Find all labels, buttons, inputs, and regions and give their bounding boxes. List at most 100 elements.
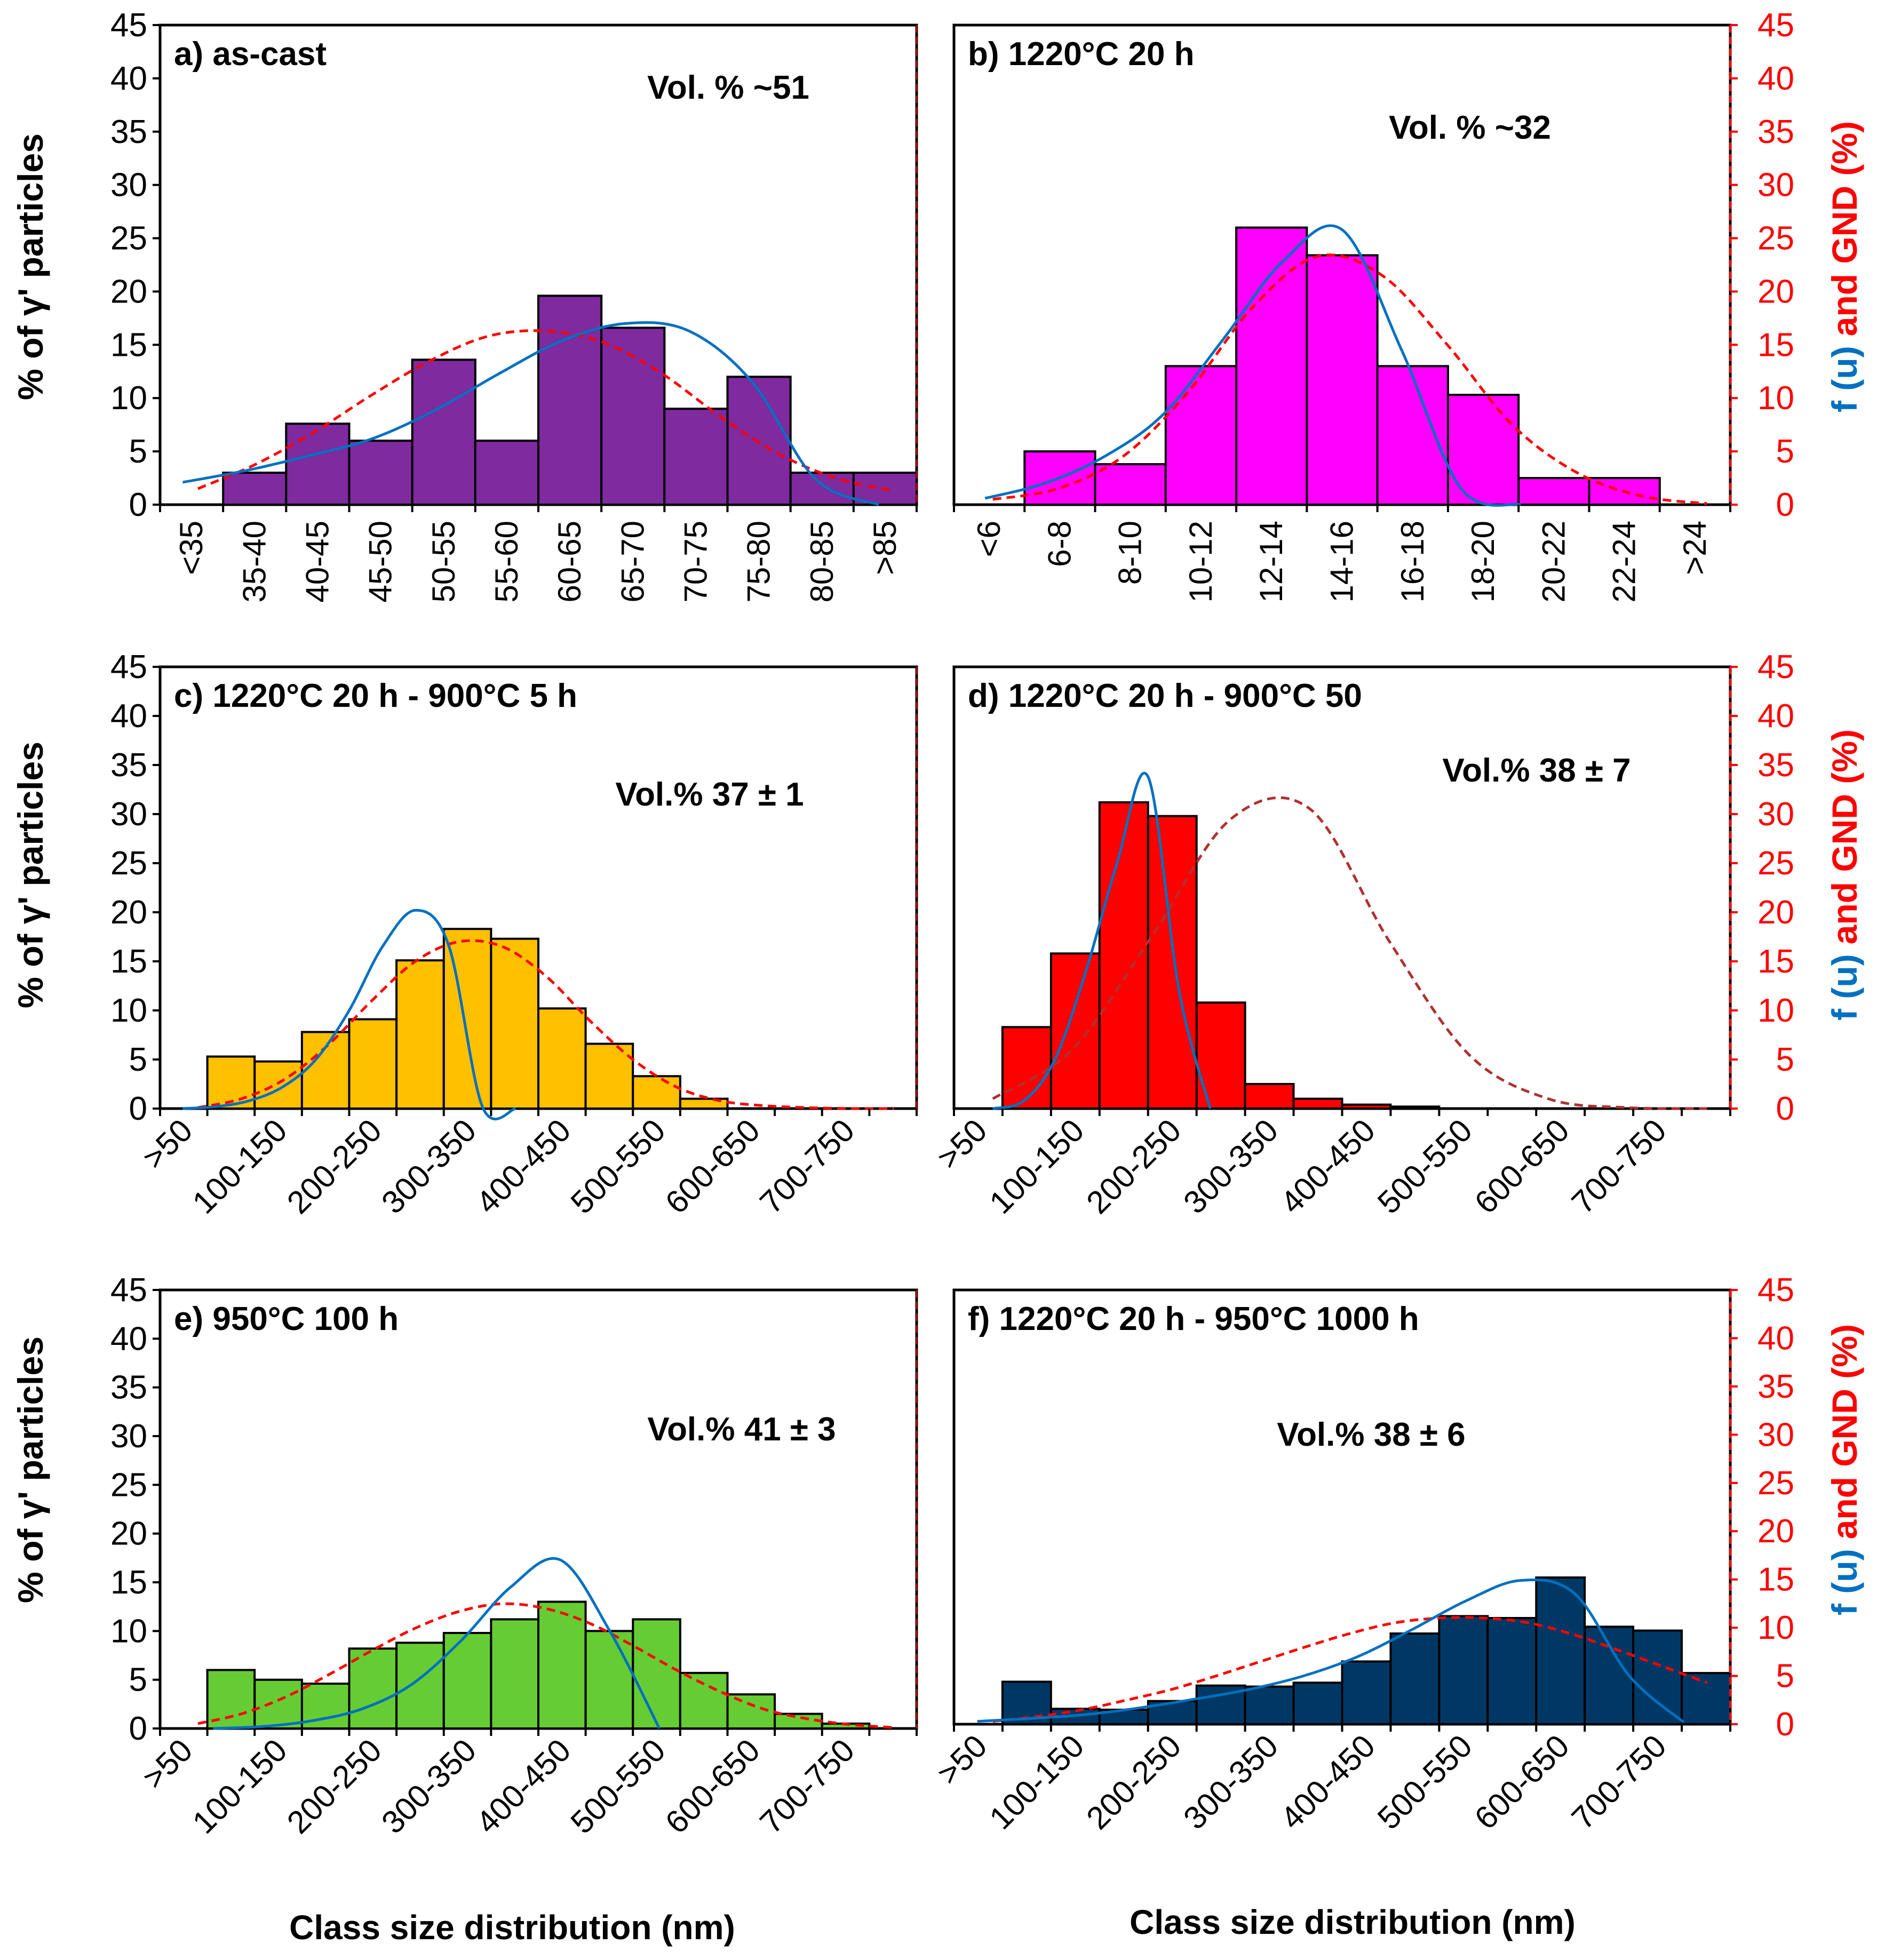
gnd-fit-curve bbox=[992, 253, 1707, 505]
x-tick-label: 12-14 bbox=[1253, 521, 1289, 602]
histogram-bar bbox=[584, 1042, 634, 1110]
histogram-bar bbox=[1195, 1001, 1246, 1110]
right-tick-label: 45 bbox=[1757, 649, 1794, 686]
y-tick-label: 40 bbox=[110, 698, 147, 735]
y-tick-label: 35 bbox=[110, 1369, 147, 1406]
right-tick-label: 0 bbox=[1776, 487, 1794, 523]
histogram-bar bbox=[1292, 1682, 1343, 1725]
right-axis-label-gnd: and GND (%) bbox=[1825, 1324, 1864, 1539]
histogram-bar bbox=[1535, 1576, 1586, 1725]
histogram-bar bbox=[300, 1031, 351, 1110]
right-tick-label: 20 bbox=[1757, 273, 1794, 310]
histogram-bar bbox=[537, 1600, 587, 1730]
x-tick-label: 35-40 bbox=[236, 521, 272, 602]
histogram-bar bbox=[222, 472, 288, 506]
y-tick-label: 30 bbox=[110, 167, 147, 204]
right-tick-label: 30 bbox=[1757, 167, 1794, 204]
gnd-fit-curve bbox=[992, 1616, 1708, 1723]
svg-text:f (u)and GND (%): f (u) and GND (%) bbox=[1825, 729, 1864, 1021]
x-tick-label: 80-85 bbox=[804, 521, 840, 602]
histogram-bar bbox=[1235, 226, 1308, 506]
histogram-bar bbox=[600, 326, 666, 506]
panel-title: e) 950°C 100 h bbox=[174, 1301, 399, 1337]
y-tick-label: 0 bbox=[129, 487, 147, 523]
x-tick-label: >85 bbox=[867, 521, 903, 575]
x-axis-label-left: Class size distribution (nm) bbox=[289, 1908, 735, 1947]
histogram-bar bbox=[474, 440, 539, 506]
y-tick-label: 15 bbox=[110, 943, 147, 980]
right-axis-label-row2: f (u) and GND (%) bbox=[1825, 729, 1864, 1021]
right-axis-label-gnd: and GND (%) bbox=[1825, 729, 1864, 944]
histogram-bar bbox=[1681, 1672, 1732, 1726]
histogram-bar bbox=[1389, 1105, 1441, 1110]
y-tick-label: 45 bbox=[110, 649, 147, 686]
y-tick-label: 15 bbox=[110, 326, 147, 363]
histogram-bar bbox=[348, 440, 413, 506]
y-tick-label: 35 bbox=[110, 747, 147, 784]
histogram-bar bbox=[1147, 815, 1198, 1110]
right-tick-label: 45 bbox=[1757, 7, 1794, 44]
fu-fit-curve bbox=[182, 909, 516, 1121]
y-tick-label: 25 bbox=[110, 220, 147, 257]
gnd-fit-curve bbox=[197, 1602, 894, 1729]
histogram-bar bbox=[1306, 254, 1379, 506]
y-axis-label-row2: % of γ' particles bbox=[11, 742, 50, 1008]
histogram-bar bbox=[726, 376, 792, 506]
volume-fraction-label: Vol.% 37 ± 1 bbox=[615, 776, 804, 813]
panel-b: 0 5 10 15 20 25 30 35 40 45 <6 6-8 8-10 10-12 12-14 14-… bbox=[952, 7, 1794, 602]
right-tick-label: 20 bbox=[1757, 894, 1794, 931]
x-axis-label-right: Class size distribution (nm) bbox=[1130, 1903, 1576, 1941]
x-tick-label: 22-24 bbox=[1606, 521, 1642, 602]
right-tick-label: 35 bbox=[1757, 1368, 1794, 1405]
y-tick-label: 5 bbox=[129, 1041, 147, 1078]
histogram-bar bbox=[537, 294, 603, 506]
x-tick-label: 70-75 bbox=[678, 521, 713, 602]
histogram-bar bbox=[1376, 365, 1449, 506]
y-tick-label: 40 bbox=[110, 60, 147, 97]
volume-fraction-label: Vol. % ~32 bbox=[1389, 109, 1551, 146]
histogram-bar bbox=[1098, 801, 1149, 1110]
x-tick-label: 20-22 bbox=[1536, 521, 1571, 602]
y-tick-label: 30 bbox=[110, 796, 147, 833]
x-tick-label: 75-80 bbox=[741, 521, 777, 602]
right-axis-label-row3: f (u) and GND (%) bbox=[1825, 1324, 1864, 1615]
histogram-bar bbox=[490, 937, 540, 1110]
histogram-bar bbox=[1094, 463, 1167, 506]
panel-title: c) 1220°C 20 h - 900°C 5 h bbox=[174, 678, 577, 714]
histogram-bar bbox=[348, 1647, 398, 1730]
histogram-bar bbox=[1632, 1629, 1683, 1725]
y-tick-label: 45 bbox=[110, 1272, 147, 1309]
volume-fraction-label: Vol.% 41 ± 3 bbox=[647, 1411, 836, 1448]
histogram-bar bbox=[348, 1018, 398, 1110]
histogram-bar bbox=[679, 1097, 729, 1110]
histogram-bar bbox=[395, 1642, 445, 1730]
right-tick-label: 10 bbox=[1757, 992, 1794, 1029]
svg-text:f (u)and GND (%): f (u) and GND (%) bbox=[1825, 121, 1864, 412]
right-axis-label-fu: f (u) bbox=[1825, 954, 1864, 1021]
right-tick-label: 40 bbox=[1757, 1320, 1794, 1357]
histogram-bar bbox=[1049, 952, 1101, 1110]
y-tick-label: 0 bbox=[129, 1090, 147, 1127]
right-tick-label: 15 bbox=[1757, 943, 1794, 980]
x-tick-label: <35 bbox=[173, 521, 209, 575]
right-tick-label: 0 bbox=[1776, 1706, 1794, 1743]
y-tick-label: 25 bbox=[110, 845, 147, 882]
histogram-bar bbox=[1292, 1097, 1343, 1110]
right-tick-label: 30 bbox=[1757, 1416, 1794, 1453]
gnd-fit-curve bbox=[197, 329, 895, 492]
y-tick-label: 35 bbox=[110, 114, 147, 150]
histogram-bar bbox=[679, 1671, 729, 1730]
panel-a: 0 5 10 15 20 25 30 35 40 45 <35 35-40 40-45 45-50 50-5… bbox=[110, 7, 918, 602]
x-tick-label: 55-60 bbox=[489, 521, 524, 602]
x-tick-label: >24 bbox=[1677, 521, 1713, 575]
panel-title: f) 1220°C 20 h - 950°C 1000 h bbox=[968, 1301, 1419, 1337]
y-tick-label: 40 bbox=[110, 1320, 147, 1357]
x-tick-label: 8-10 bbox=[1112, 521, 1148, 585]
histogram-bar bbox=[395, 959, 445, 1110]
x-tick-label: 40-45 bbox=[299, 521, 335, 602]
histogram-bar bbox=[584, 1630, 634, 1730]
y-tick-label: 10 bbox=[110, 380, 147, 417]
y-tick-label: 20 bbox=[110, 273, 147, 310]
x-tick-label: 16-18 bbox=[1395, 521, 1430, 602]
y-tick-label: 15 bbox=[110, 1564, 147, 1601]
